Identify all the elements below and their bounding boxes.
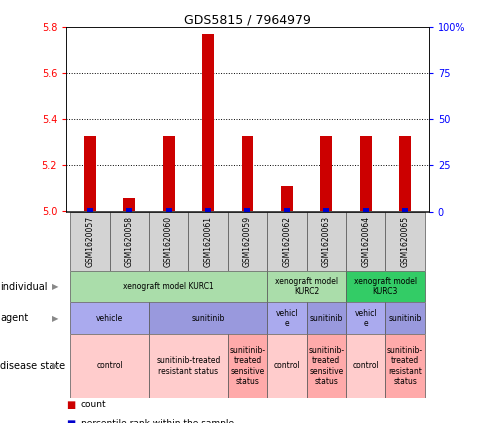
Text: xenograft model KURC1: xenograft model KURC1 <box>123 282 214 291</box>
Text: GSM1620062: GSM1620062 <box>282 216 292 266</box>
Bar <box>323 208 329 212</box>
Text: disease state: disease state <box>0 361 65 371</box>
Text: control: control <box>352 361 379 371</box>
Bar <box>242 136 253 212</box>
Text: sunitinib-
treated
sensitive
status: sunitinib- treated sensitive status <box>229 346 266 386</box>
Bar <box>149 212 188 271</box>
Text: GSM1620057: GSM1620057 <box>85 216 94 266</box>
Bar <box>267 271 346 302</box>
Bar <box>281 186 293 212</box>
Bar <box>346 334 386 398</box>
Text: GSM1620060: GSM1620060 <box>164 216 173 266</box>
Bar <box>228 212 267 271</box>
Bar <box>320 136 332 212</box>
Text: sunitinib: sunitinib <box>389 314 422 323</box>
Bar <box>402 208 408 212</box>
Bar <box>386 302 425 334</box>
Text: individual: individual <box>0 282 48 291</box>
Text: sunitinib-
treated
resistant
status: sunitinib- treated resistant status <box>387 346 423 386</box>
Text: ▶: ▶ <box>52 282 59 291</box>
Bar <box>188 212 228 271</box>
Text: count: count <box>81 400 106 409</box>
Text: vehicl
e: vehicl e <box>354 309 377 328</box>
Bar <box>84 136 96 212</box>
Text: sunitinib-
treated
sensitive
status: sunitinib- treated sensitive status <box>308 346 344 386</box>
Bar <box>123 198 135 212</box>
Text: agent: agent <box>0 313 28 323</box>
Bar <box>70 212 109 271</box>
Bar <box>70 302 149 334</box>
Bar <box>87 208 93 212</box>
Bar <box>284 208 290 212</box>
Text: control: control <box>273 361 300 371</box>
Text: vehicl
e: vehicl e <box>275 309 298 328</box>
Bar <box>163 136 174 212</box>
Bar <box>267 212 307 271</box>
Bar <box>346 212 386 271</box>
Text: xenograft model
KURC2: xenograft model KURC2 <box>275 277 338 296</box>
Bar <box>109 212 149 271</box>
Text: vehicle: vehicle <box>96 314 123 323</box>
Text: GSM1620061: GSM1620061 <box>203 216 213 266</box>
Text: GSM1620063: GSM1620063 <box>322 216 331 266</box>
Bar <box>307 212 346 271</box>
Bar <box>267 302 307 334</box>
Text: percentile rank within the sample: percentile rank within the sample <box>81 419 234 423</box>
Text: ■: ■ <box>66 419 75 423</box>
Text: ▶: ▶ <box>52 361 59 371</box>
Bar <box>245 208 250 212</box>
Bar <box>386 212 425 271</box>
Bar <box>399 136 411 212</box>
Text: sunitinib-treated
resistant status: sunitinib-treated resistant status <box>156 356 220 376</box>
Bar <box>267 334 307 398</box>
Bar <box>202 34 214 212</box>
Text: GSM1620064: GSM1620064 <box>361 216 370 266</box>
Bar <box>70 334 149 398</box>
Bar <box>228 334 267 398</box>
Bar <box>346 302 386 334</box>
Text: xenograft model
KURC3: xenograft model KURC3 <box>354 277 417 296</box>
Bar <box>70 271 267 302</box>
Bar <box>307 302 346 334</box>
Text: sunitinib: sunitinib <box>310 314 343 323</box>
Text: GSM1620059: GSM1620059 <box>243 216 252 266</box>
Bar <box>386 334 425 398</box>
Bar <box>149 334 228 398</box>
Bar <box>346 271 425 302</box>
Text: sunitinib: sunitinib <box>192 314 225 323</box>
Bar <box>363 208 368 212</box>
Title: GDS5815 / 7964979: GDS5815 / 7964979 <box>184 14 311 26</box>
Text: GSM1620058: GSM1620058 <box>125 216 134 266</box>
Bar <box>149 302 267 334</box>
Text: ▶: ▶ <box>52 314 59 323</box>
Text: control: control <box>96 361 123 371</box>
Text: ■: ■ <box>66 400 75 410</box>
Bar <box>307 334 346 398</box>
Text: GSM1620065: GSM1620065 <box>401 216 410 266</box>
Bar <box>205 208 211 212</box>
Bar <box>166 208 171 212</box>
Bar <box>126 208 132 212</box>
Bar <box>360 136 371 212</box>
